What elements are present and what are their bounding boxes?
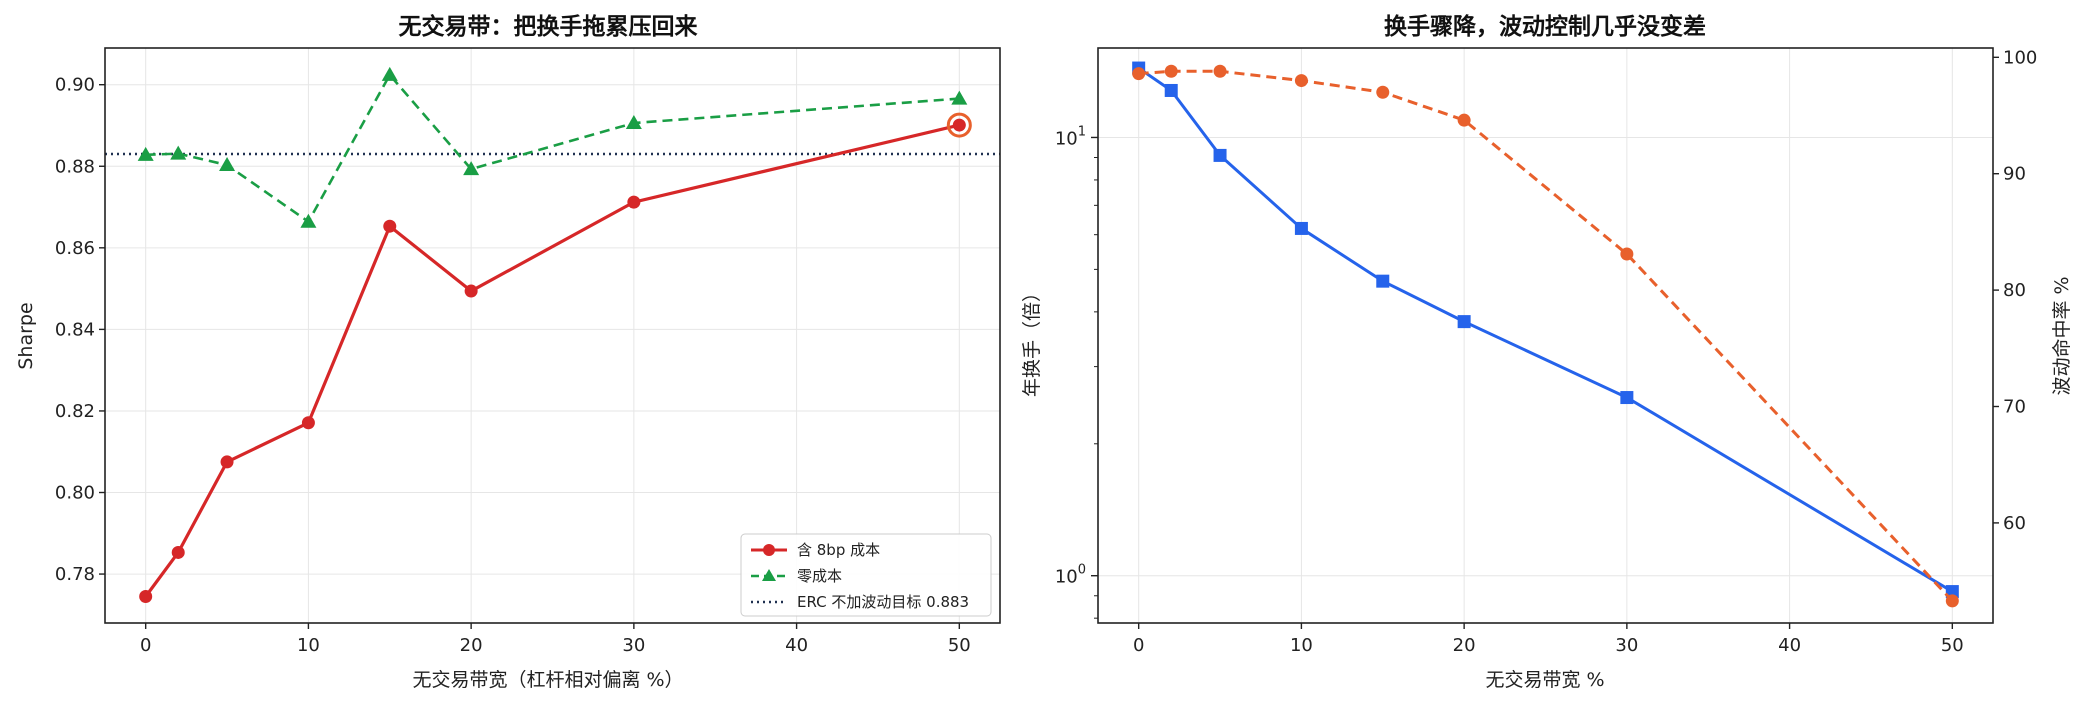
series-point-turnover-7 bbox=[1945, 585, 1959, 599]
left-x-tick-label-2: 20 bbox=[460, 635, 483, 656]
left-y-tick-label-0: 0.78 bbox=[55, 564, 95, 585]
highlight-best-point-ring bbox=[946, 112, 972, 138]
left-y-tick-label-2: 0.82 bbox=[55, 401, 95, 422]
right-right-y-tick-label-2: 80 bbox=[2003, 280, 2026, 301]
series-line-vol-hit-rate bbox=[1138, 69, 1954, 602]
series-point-cost-6 bbox=[627, 195, 641, 209]
legend-entry-cost: 含 8bp 成本 bbox=[751, 541, 880, 559]
series-point-turnover-1 bbox=[1164, 83, 1178, 97]
right-chart-title: 换手骤降，波动控制几乎没变差 bbox=[1384, 13, 1706, 40]
right-right-y-tick-label-3: 90 bbox=[2003, 164, 2026, 185]
left-y-tick-label-1: 0.80 bbox=[55, 483, 95, 504]
series-point-zero-cost-6 bbox=[625, 115, 642, 130]
left-x-tick-label-1: 10 bbox=[297, 635, 320, 656]
series-point-vol-hit-rate-3 bbox=[1294, 74, 1308, 88]
left-y-tick-label-3: 0.84 bbox=[55, 319, 95, 340]
series-point-vol-hit-rate-7 bbox=[1945, 594, 1959, 608]
right-left-y-axis-label: 年换手（倍） bbox=[1021, 283, 1043, 397]
left-x-tick-label-5: 50 bbox=[948, 635, 971, 656]
series-point-cost-4 bbox=[383, 219, 397, 233]
left-chart: 无交易带：把换手拖累压回来 0 10 20 30 40 50 0.78 0.80 0.82 0.8… bbox=[15, 13, 1001, 691]
series-point-cost-7 bbox=[952, 118, 966, 132]
series-point-cost-3 bbox=[301, 416, 315, 430]
right-plot-area bbox=[1132, 61, 1959, 608]
right-x-tick-label-2: 20 bbox=[1453, 635, 1476, 656]
left-y-tick-label-6: 0.90 bbox=[55, 75, 95, 96]
right-x-tick-label-1: 10 bbox=[1290, 635, 1313, 656]
right-x-axis-label: 无交易带宽 % bbox=[1485, 669, 1604, 691]
left-legend: 含 8bp 成本 零成本 ERC 不加波动目标 0.883 bbox=[740, 533, 992, 617]
right-axes-frame bbox=[1097, 47, 1994, 624]
legend-marker-zero-cost bbox=[762, 569, 776, 581]
series-point-turnover-3 bbox=[1294, 221, 1308, 235]
series-point-turnover-2 bbox=[1213, 148, 1227, 162]
series-point-vol-hit-rate-0 bbox=[1132, 67, 1146, 81]
right-right-y-axis-label: 波动命中率 % bbox=[2051, 276, 2073, 395]
right-left-y-tick-label-1: 101 bbox=[1055, 124, 1086, 149]
series-point-zero-cost-2 bbox=[219, 157, 236, 172]
left-x-tick-label-4: 40 bbox=[785, 635, 808, 656]
series-point-zero-cost-0 bbox=[137, 146, 154, 161]
legend-box bbox=[740, 533, 992, 617]
series-point-turnover-4 bbox=[1376, 274, 1390, 288]
series-point-vol-hit-rate-2 bbox=[1213, 64, 1227, 78]
legend-label-erc: ERC 不加波动目标 0.883 bbox=[797, 593, 969, 611]
right-right-y-tick-label-0: 60 bbox=[2003, 513, 2026, 534]
right-grid bbox=[1098, 48, 1993, 623]
legend-entry-zero-cost: 零成本 bbox=[751, 567, 842, 585]
left-x-tick-label-3: 30 bbox=[622, 635, 645, 656]
left-grid bbox=[105, 48, 1000, 623]
series-point-zero-cost-4 bbox=[381, 66, 398, 81]
left-plot-area bbox=[105, 66, 1000, 603]
right-right-y-tick-label-4: 100 bbox=[2003, 47, 2037, 68]
right-chart: 换手骤降，波动控制几乎没变差 0 10 20 30 40 50 100 101 60 70 80 90… bbox=[1021, 13, 2073, 691]
right-x-tick-label-0: 0 bbox=[1133, 635, 1144, 656]
series-point-turnover-5 bbox=[1457, 315, 1471, 329]
series-point-cost-0 bbox=[139, 589, 153, 603]
legend-label-zero-cost: 零成本 bbox=[797, 567, 842, 585]
left-axes-frame bbox=[104, 47, 1001, 624]
right-x-tick-label-5: 50 bbox=[1941, 635, 1964, 656]
right-x-tick-label-3: 30 bbox=[1615, 635, 1638, 656]
series-point-vol-hit-rate-6 bbox=[1620, 247, 1634, 261]
left-chart-title: 无交易带：把换手拖累压回来 bbox=[399, 13, 699, 40]
series-line-zero-cost bbox=[145, 73, 960, 224]
series-line-turnover bbox=[1137, 66, 1954, 593]
series-point-vol-hit-rate-4 bbox=[1376, 85, 1390, 99]
series-point-zero-cost-3 bbox=[300, 213, 317, 228]
right-left-y-tick-label-0: 100 bbox=[1055, 563, 1086, 588]
series-point-cost-1 bbox=[171, 545, 185, 559]
series-point-vol-hit-rate-1 bbox=[1164, 64, 1178, 78]
left-ticks: 0 10 20 30 40 50 0.78 0.80 0.82 0.84 0.86 0.88 0.90 bbox=[55, 75, 971, 656]
right-right-y-tick-label-1: 70 bbox=[2003, 397, 2026, 418]
series-point-zero-cost-5 bbox=[463, 161, 480, 176]
left-y-tick-label-5: 0.88 bbox=[55, 156, 95, 177]
series-point-cost-5 bbox=[464, 284, 478, 298]
legend-entry-erc: ERC 不加波动目标 0.883 bbox=[751, 593, 969, 611]
series-point-turnover-6 bbox=[1620, 391, 1634, 405]
series-point-zero-cost-7 bbox=[951, 90, 968, 105]
legend-marker-cost bbox=[763, 544, 775, 556]
series-point-vol-hit-rate-5 bbox=[1457, 113, 1471, 127]
right-x-tick-label-4: 40 bbox=[1778, 635, 1801, 656]
series-line-cost bbox=[144, 123, 960, 598]
left-x-tick-label-0: 0 bbox=[140, 635, 151, 656]
series-point-zero-cost-1 bbox=[170, 145, 187, 160]
left-y-tick-label-4: 0.86 bbox=[55, 238, 95, 259]
left-y-axis-label: Sharpe bbox=[15, 302, 37, 369]
left-x-axis-label: 无交易带宽（杠杆相对偏离 %） bbox=[412, 669, 683, 691]
legend-label-cost: 含 8bp 成本 bbox=[797, 541, 880, 559]
series-point-cost-2 bbox=[220, 455, 234, 469]
right-ticks: 0 10 20 30 40 50 100 101 60 70 80 90 100 bbox=[1055, 47, 2038, 656]
